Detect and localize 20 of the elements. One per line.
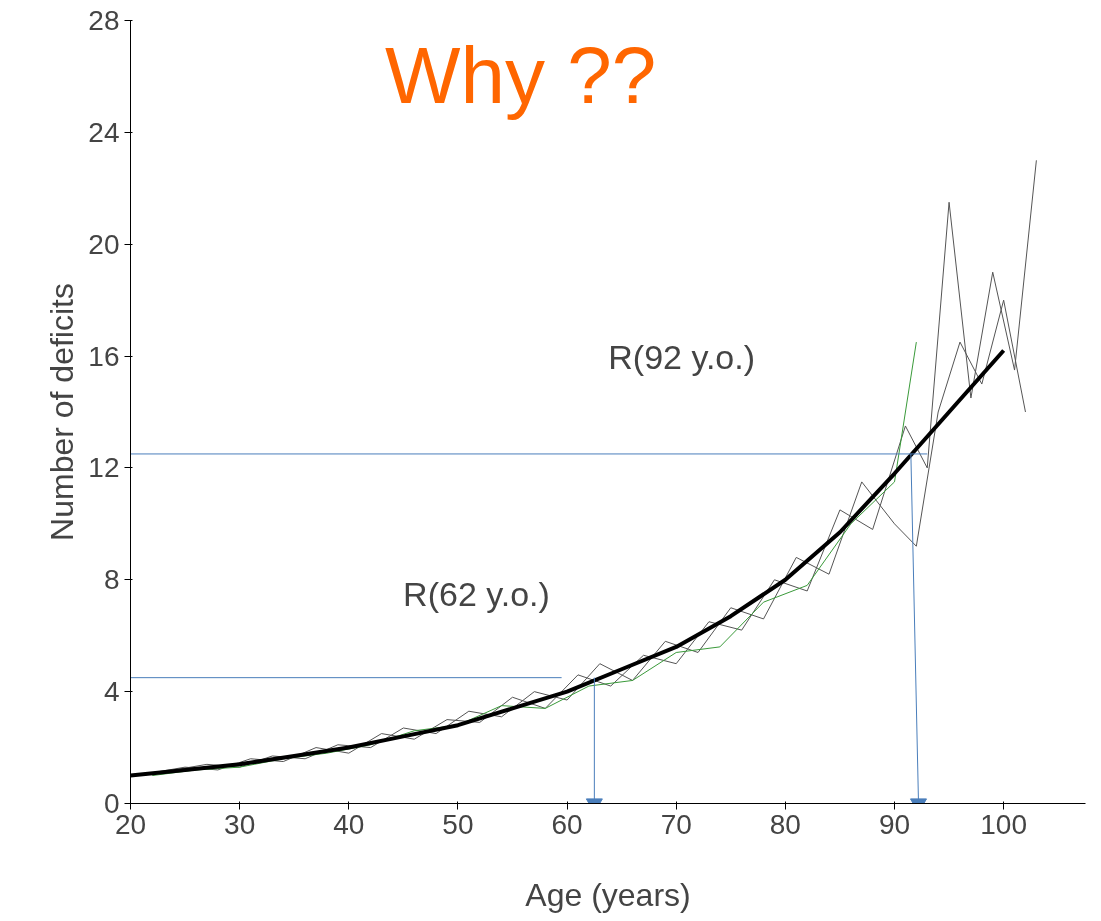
y-tick-label: 8 [103, 564, 120, 596]
y-tick-label: 24 [88, 116, 120, 148]
x-tick-label: 50 [442, 808, 474, 840]
x-tick-label: 70 [660, 808, 692, 840]
x-tick-label: 80 [769, 808, 801, 840]
y-axis-title: Number of deficits [44, 283, 81, 541]
annotation: R(92 y.o.) [608, 337, 756, 376]
y-tick-label: 20 [88, 228, 120, 260]
annotation: R(62 y.o.) [403, 575, 550, 614]
x-axis-title: Age (years) [525, 876, 691, 913]
x-tick-label: 30 [224, 808, 256, 840]
y-tick-label: 12 [88, 452, 120, 484]
y-tick-label: 16 [88, 340, 120, 372]
chart-title: Why ?? [385, 30, 657, 120]
x-tick-label: 40 [333, 808, 365, 840]
y-tick-label: 4 [103, 676, 120, 708]
y-tick-label: 28 [88, 5, 120, 36]
x-tick-label: 90 [878, 808, 911, 840]
x-tick-label: 100 [980, 808, 1027, 840]
x-tick-label: 60 [551, 808, 583, 840]
